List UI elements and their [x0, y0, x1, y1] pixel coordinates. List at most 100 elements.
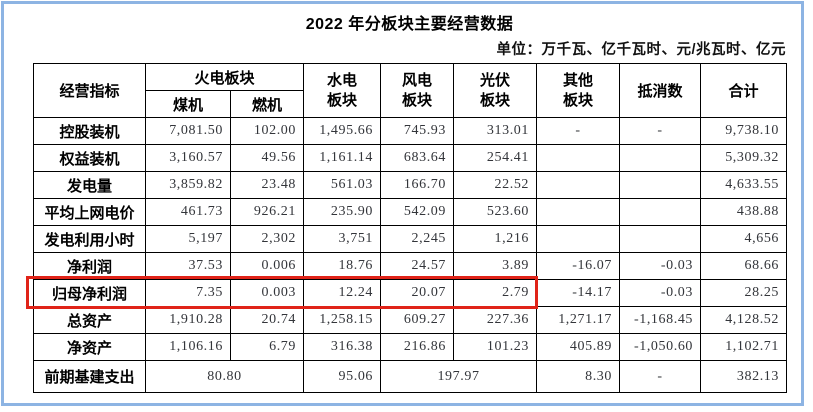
- header-gas: 燃机: [229, 90, 305, 118]
- cell-value-thermal-merged: 80.80: [144, 360, 305, 393]
- cell-value: 216.86: [380, 333, 455, 361]
- table-row-preliminary-capex: 前期基建支出 80.80 95.06 197.97 8.30 - 382.13: [33, 360, 788, 393]
- cell-value: 1,910.28: [145, 306, 231, 334]
- cell-value: 18.76: [303, 252, 382, 280]
- cell-value: 20.74: [229, 306, 305, 334]
- cell-value: 2.79: [453, 279, 538, 307]
- cell-value: -14.17: [536, 279, 621, 307]
- table-row-net-assets: 净资产 1,106.16 6.79 316.38 216.86 101.23 4…: [33, 333, 788, 361]
- unit-note: 单位：万千瓦、亿千瓦时、元/兆瓦时、亿元: [496, 42, 786, 58]
- cell-value: 4,633.55: [700, 171, 788, 199]
- cell-value: -0.03: [619, 252, 702, 280]
- cell-value: 5,197: [145, 225, 231, 253]
- cell-value: 523.60: [453, 198, 538, 226]
- operating-data-table: 经营指标 火电板块 水电板块 风电板块 光伏板块 其他板块 抵消数 合计 煤机 …: [33, 63, 788, 393]
- cell-value: 1,161.14: [303, 144, 382, 172]
- cell-value: 37.53: [145, 252, 231, 280]
- cell-value: 227.36: [453, 306, 538, 334]
- cell-value: [536, 144, 621, 172]
- cell-value: 12.24: [303, 279, 382, 307]
- header-indicator: 经营指标: [33, 63, 146, 118]
- row-label: 发电量: [33, 171, 146, 199]
- cell-value: 2,245: [380, 225, 455, 253]
- cell-value: 7,081.50: [145, 117, 231, 145]
- row-label: 总资产: [33, 306, 146, 334]
- row-label: 净利润: [33, 252, 146, 280]
- cell-value: 2,302: [229, 225, 305, 253]
- cell-value: 254.41: [453, 144, 538, 172]
- cell-value: 542.09: [380, 198, 455, 226]
- cell-value: 1,216: [453, 225, 538, 253]
- cell-value: 1,271.17: [536, 306, 621, 334]
- cell-value: 382.13: [700, 360, 788, 393]
- cell-value: 1,258.15: [303, 306, 382, 334]
- cell-value: [619, 144, 702, 172]
- table-row-avg-tariff: 平均上网电价 461.73 926.21 235.90 542.09 523.6…: [33, 198, 788, 226]
- cell-value: 235.90: [303, 198, 382, 226]
- cell-value: 101.23: [453, 333, 538, 361]
- cell-value: 28.25: [700, 279, 788, 307]
- header-solar: 光伏板块: [453, 63, 538, 118]
- cell-value: 49.56: [229, 144, 305, 172]
- cell-value: 438.88: [700, 198, 788, 226]
- cell-value: 316.38: [303, 333, 382, 361]
- cell-value: [619, 225, 702, 253]
- cell-value: [536, 171, 621, 199]
- cell-value: 8.30: [536, 360, 621, 393]
- cell-value: 926.21: [229, 198, 305, 226]
- cell-value: 166.70: [380, 171, 455, 199]
- header-coal: 煤机: [145, 90, 231, 118]
- cell-value: [619, 171, 702, 199]
- row-label: 控股装机: [33, 117, 146, 145]
- table-row-net-profit: 净利润 37.53 0.006 18.76 24.57 3.89 -16.07 …: [33, 252, 788, 280]
- table-row-attributable-net-profit: 归母净利润 7.35 0.003 12.24 20.07 2.79 -14.17…: [33, 279, 788, 307]
- cell-value: 22.52: [453, 171, 538, 199]
- cell-value-wind-solar-merged: 197.97: [380, 360, 538, 393]
- page-title: 2022 年分板块主要经营数据: [305, 16, 514, 33]
- cell-value: [619, 198, 702, 226]
- header-thermal-group: 火电板块: [144, 63, 305, 91]
- cell-value: -1,168.45: [619, 306, 702, 334]
- cell-value: 1,106.16: [145, 333, 231, 361]
- cell-value: 24.57: [380, 252, 455, 280]
- cell-value: 3,859.82: [145, 171, 231, 199]
- cell-value: 7.35: [145, 279, 231, 307]
- cell-value: 561.03: [303, 171, 382, 199]
- cell-value: 0.003: [229, 279, 305, 307]
- cell-value: 5,309.32: [700, 144, 788, 172]
- cell-value: -0.03: [619, 279, 702, 307]
- row-label: 权益装机: [33, 144, 146, 172]
- cell-value: [536, 198, 621, 226]
- cell-value: 683.64: [380, 144, 455, 172]
- table-row-utilization-hours: 发电利用小时 5,197 2,302 3,751 2,245 1,216 4,6…: [33, 225, 788, 253]
- cell-value: 95.06: [303, 360, 382, 393]
- cell-value: 0.006: [229, 252, 305, 280]
- table-row-installed-capacity: 控股装机 7,081.50 102.00 1,495.66 745.93 313…: [33, 117, 788, 145]
- cell-value: 102.00: [229, 117, 305, 145]
- cell-value: 23.48: [229, 171, 305, 199]
- cell-value: 461.73: [145, 198, 231, 226]
- row-label: 归母净利润: [33, 279, 146, 307]
- row-label: 前期基建支出: [33, 360, 146, 393]
- cell-value: 313.01: [453, 117, 538, 145]
- header-row-1: 经营指标 火电板块 水电板块 风电板块 光伏板块 其他板块 抵消数 合计: [33, 63, 788, 118]
- table-row-equity-capacity: 权益装机 3,160.57 49.56 1,161.14 683.64 254.…: [33, 144, 788, 172]
- cell-value: -16.07: [536, 252, 621, 280]
- cell-value: 745.93: [380, 117, 455, 145]
- header-hydro: 水电板块: [303, 63, 382, 118]
- cell-value: 1,102.71: [700, 333, 788, 361]
- cell-value: 609.27: [380, 306, 455, 334]
- cell-value: 9,738.10: [700, 117, 788, 145]
- cell-value: 3,751: [303, 225, 382, 253]
- cell-value: 6.79: [229, 333, 305, 361]
- cell-value: 1,495.66: [303, 117, 382, 145]
- cell-value: 4,128.52: [700, 306, 788, 334]
- header-wind: 风电板块: [380, 63, 455, 118]
- cell-value: 3.89: [453, 252, 538, 280]
- table-row-total-assets: 总资产 1,910.28 20.74 1,258.15 609.27 227.3…: [33, 306, 788, 334]
- cell-value: -: [619, 117, 702, 145]
- cell-value: -1,050.60: [619, 333, 702, 361]
- cell-value: 20.07: [380, 279, 455, 307]
- cell-value: [536, 225, 621, 253]
- row-label: 发电利用小时: [33, 225, 146, 253]
